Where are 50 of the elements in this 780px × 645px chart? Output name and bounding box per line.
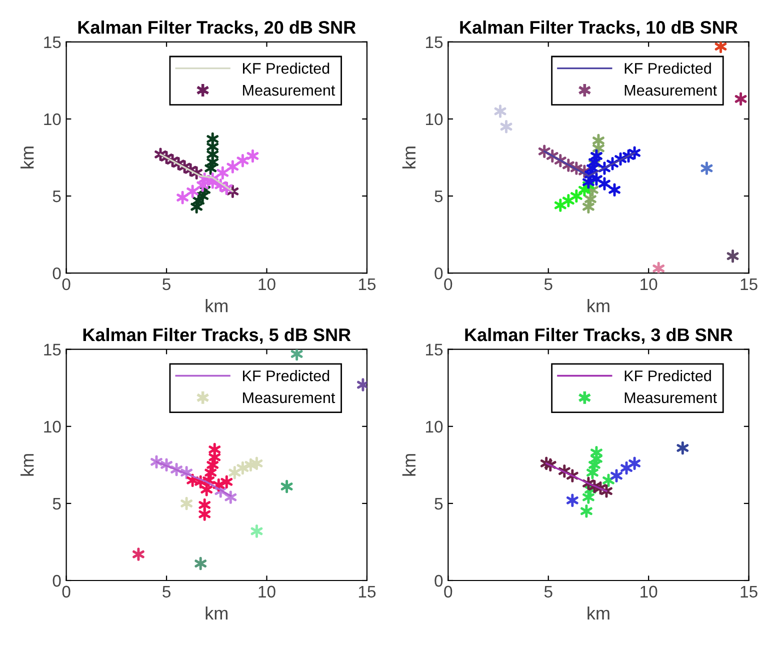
x-tick-label: 10	[258, 278, 276, 290]
y-axis-title: km	[402, 146, 416, 168]
y-axis-title: km	[20, 146, 34, 168]
x-tick-label: 15	[358, 586, 376, 598]
x-tick-label: 5	[544, 586, 552, 598]
x-tick-label: 15	[358, 278, 376, 290]
y-tick-label: 5	[434, 190, 443, 202]
x-tick-label: 10	[640, 278, 658, 290]
x-tick-label: 0	[444, 278, 452, 290]
x-tick-label: 5	[162, 586, 170, 598]
x-axis-title: km	[588, 299, 610, 312]
x-tick-label: 15	[740, 278, 758, 290]
x-tick-label: 10	[258, 586, 276, 598]
y-tick-label: 10	[426, 113, 443, 126]
x-tick-label: 5	[162, 278, 170, 290]
chart-title: Kalman Filter Tracks, 20 dB SNR	[78, 20, 356, 36]
y-axis-title: km	[402, 454, 416, 476]
x-axis-title: km	[206, 299, 228, 312]
legend-label: KF Predicted	[624, 370, 711, 382]
legend-label: Measurement	[243, 392, 336, 404]
x-tick-label: 0	[62, 278, 70, 290]
y-tick-label: 0	[52, 267, 61, 280]
x-axis-title: km	[206, 606, 228, 620]
legend-label: KF Predicted	[624, 62, 711, 74]
y-tick-label: 10	[44, 113, 61, 126]
y-tick-label: 5	[52, 190, 61, 202]
y-tick-label: 0	[434, 267, 443, 280]
x-tick-label: 15	[740, 586, 758, 598]
y-tick-label: 10	[44, 420, 61, 433]
x-tick-label: 0	[62, 586, 70, 598]
chart-title: Kalman Filter Tracks, 3 dB SNR	[465, 328, 733, 344]
y-tick-label: 15	[44, 36, 61, 48]
chart-title: Kalman Filter Tracks, 10 dB SNR	[460, 20, 738, 36]
x-axis-title: km	[588, 606, 610, 620]
y-tick-label: 5	[52, 498, 61, 510]
y-tick-label: 10	[426, 420, 443, 433]
y-tick-label: 15	[426, 36, 443, 48]
legend-label: KF Predicted	[243, 62, 330, 74]
x-tick-label: 0	[444, 586, 452, 598]
chart-title: Kalman Filter Tracks, 5 dB SNR	[83, 328, 351, 344]
legend-label: Measurement	[243, 85, 336, 96]
y-tick-label: 5	[434, 498, 443, 510]
x-tick-label: 5	[544, 278, 552, 290]
x-tick-label: 10	[640, 586, 658, 598]
legend-label: KF Predicted	[243, 370, 330, 382]
y-axis-title: km	[20, 454, 34, 476]
y-tick-label: 15	[426, 344, 443, 356]
y-tick-label: 15	[44, 344, 61, 356]
y-tick-label: 0	[434, 574, 443, 587]
y-tick-label: 0	[52, 574, 61, 587]
